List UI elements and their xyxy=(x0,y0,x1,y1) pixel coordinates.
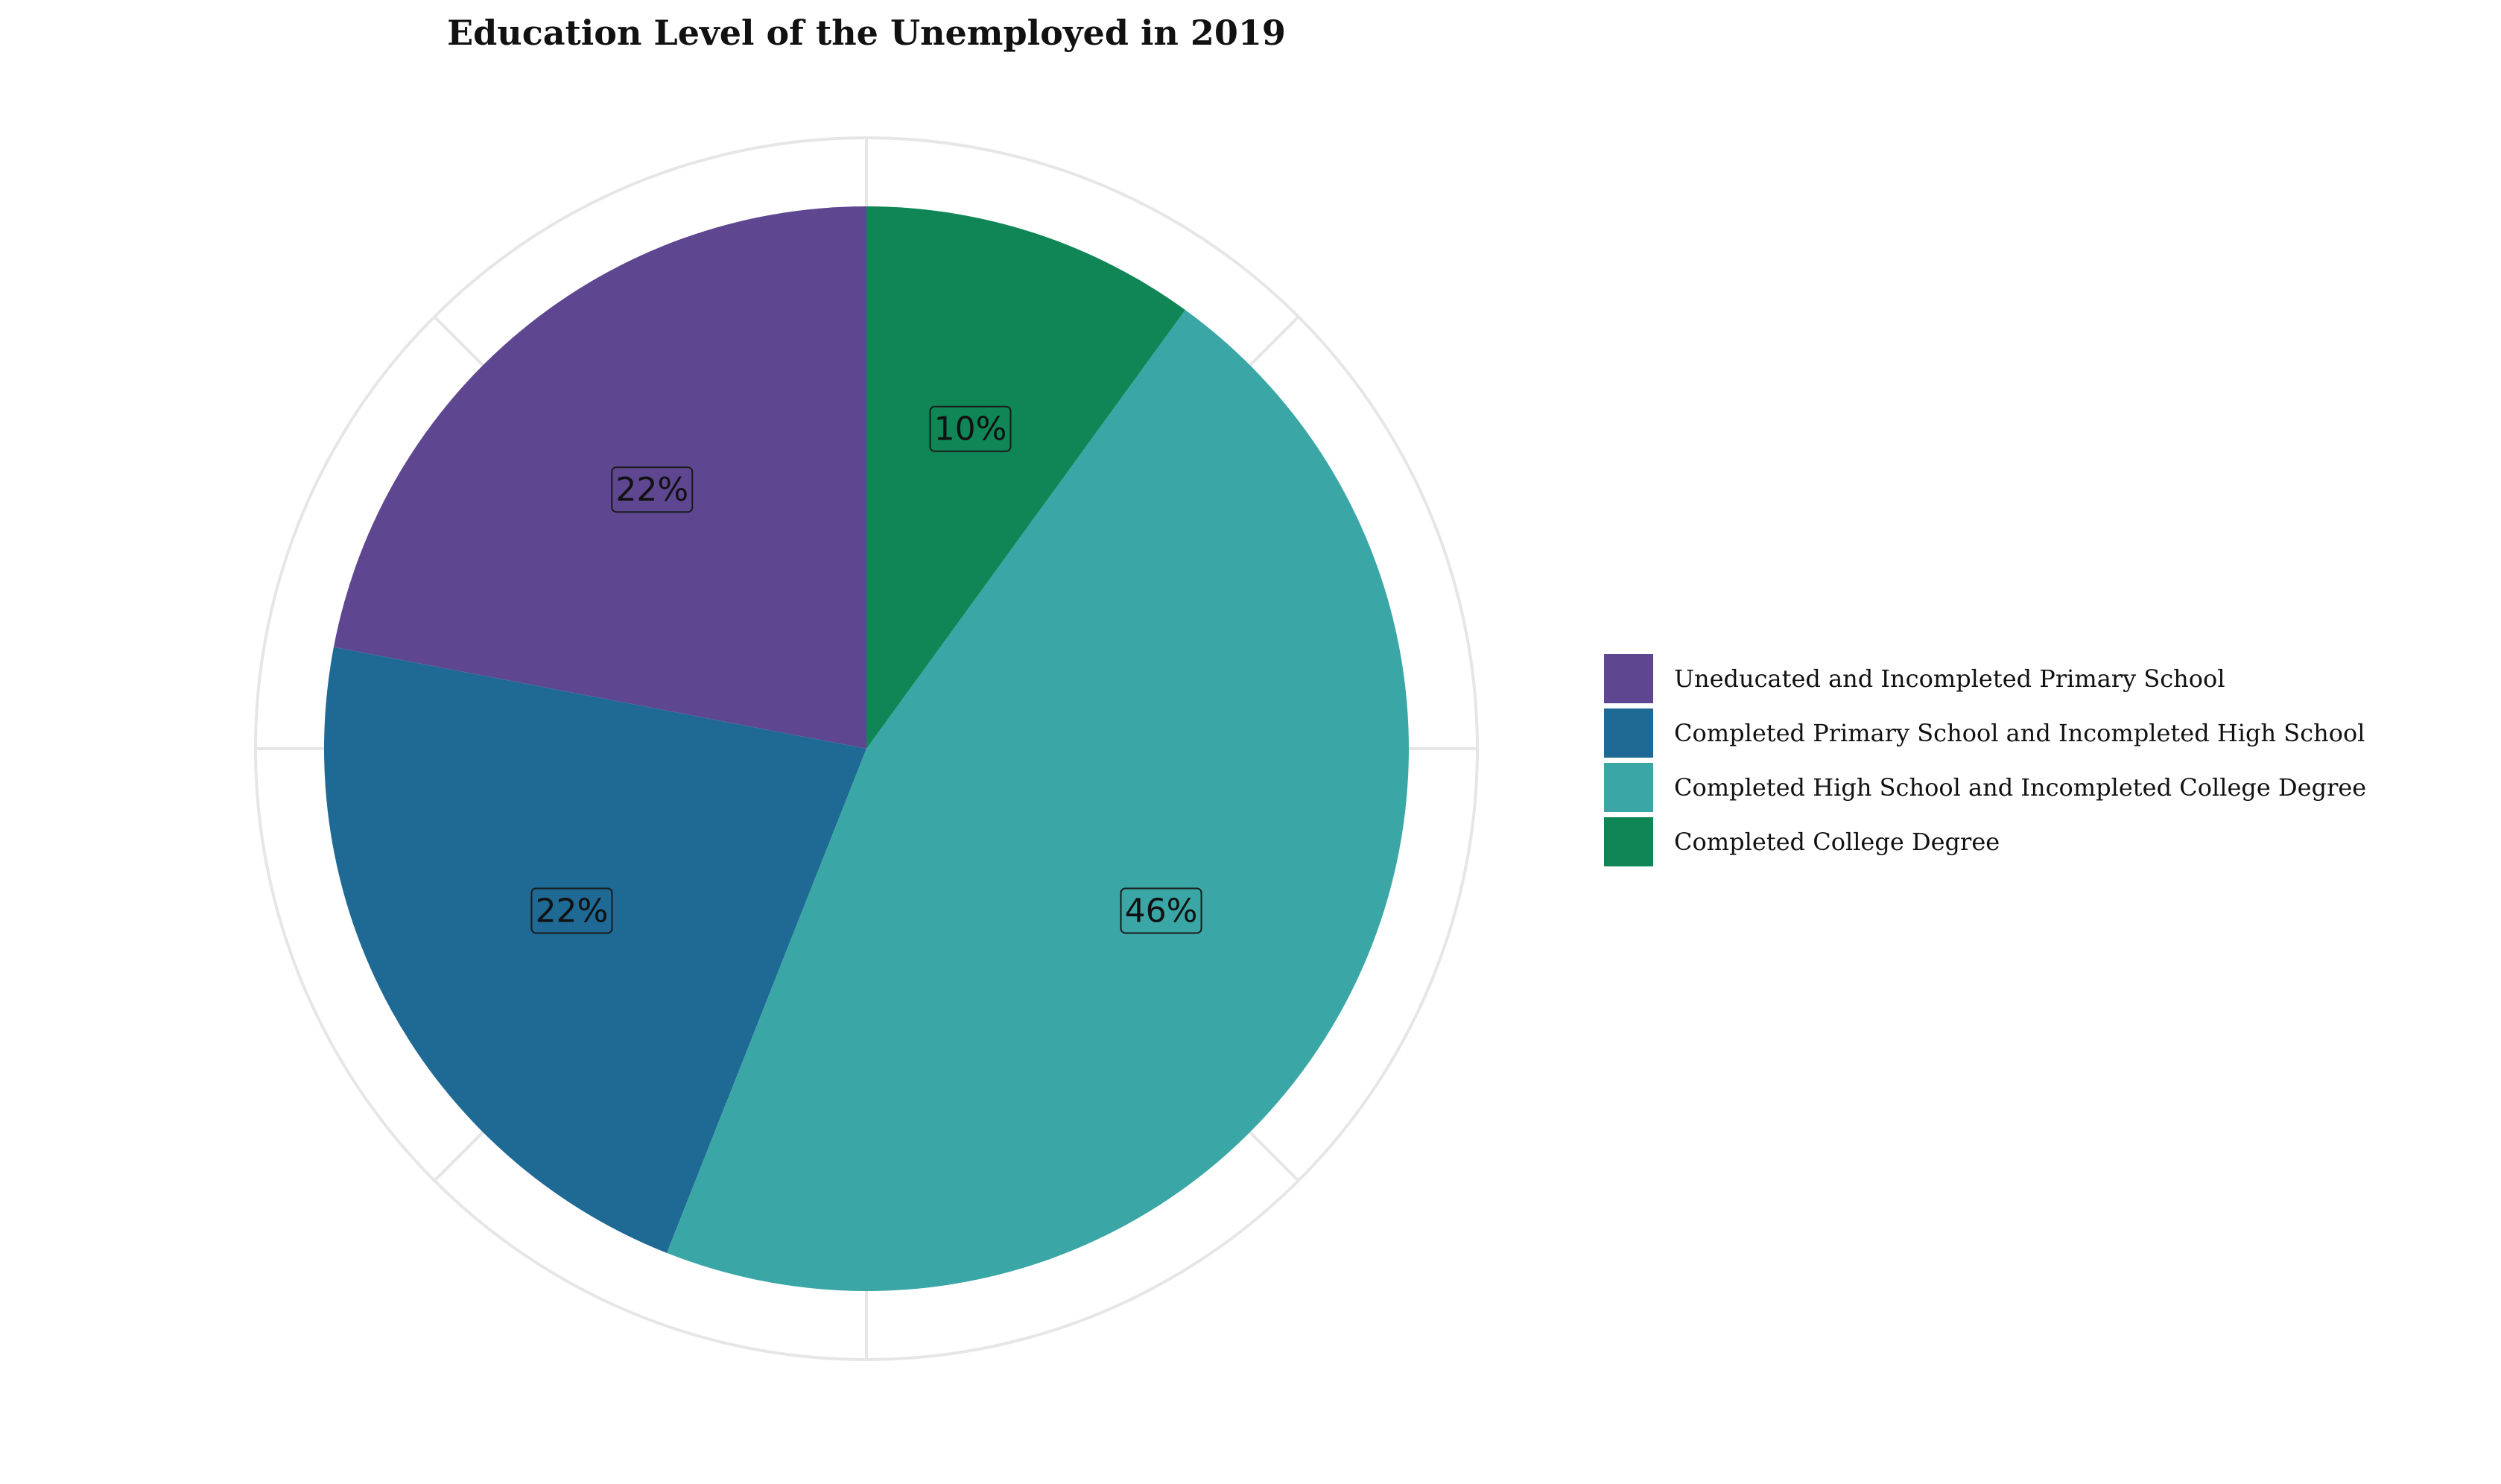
legend-swatch xyxy=(1604,654,1653,703)
legend-swatch xyxy=(1604,763,1653,812)
data-label-2: 22% xyxy=(530,887,613,934)
legend-item-4: Completed College Degree xyxy=(1604,817,2000,866)
legend-swatch xyxy=(1604,708,1653,758)
legend-swatch xyxy=(1604,817,1653,866)
legend-item-2: Completed Primary School and Incompleted… xyxy=(1604,708,2365,758)
data-label-text: 46% xyxy=(1125,892,1198,930)
data-label-box xyxy=(611,466,694,513)
data-label-text: 22% xyxy=(536,892,609,930)
pie-slice-1 xyxy=(333,206,866,749)
legend-label: Completed Primary School and Incompleted… xyxy=(1674,719,2365,747)
pie-slice-2 xyxy=(323,647,866,1253)
legend-item-1: Uneducated and Incompleted Primary Schoo… xyxy=(1604,654,2225,703)
data-label-1: 22% xyxy=(611,466,694,513)
data-label-text: 10% xyxy=(934,410,1007,448)
pie-slice-3 xyxy=(667,310,1409,1291)
legend-item-3: Completed High School and Incompleted Co… xyxy=(1604,763,2366,812)
data-label-text: 22% xyxy=(615,471,688,509)
data-labels: 22% 22% 46% 10% xyxy=(530,405,1202,934)
chart-title: Education Level of the Unemployed in 201… xyxy=(447,13,1286,53)
legend: Uneducated and Incompleted Primary Schoo… xyxy=(1604,654,2366,866)
data-label-4: 10% xyxy=(929,405,1012,452)
data-label-box xyxy=(1120,887,1202,934)
legend-label: Completed High School and Incompleted Co… xyxy=(1674,773,2366,802)
data-label-box xyxy=(530,887,613,934)
pie-slice-4 xyxy=(866,206,1185,749)
legend-label: Uneducated and Incompleted Primary Schoo… xyxy=(1674,665,2225,693)
pie-slices xyxy=(323,206,1409,1291)
data-label-3: 46% xyxy=(1120,887,1202,934)
legend-label: Completed College Degree xyxy=(1674,828,2000,856)
data-label-box xyxy=(929,405,1012,452)
